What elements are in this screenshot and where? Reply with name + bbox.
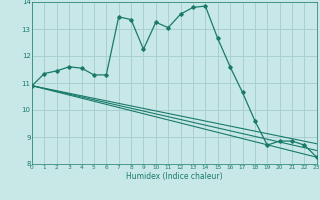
X-axis label: Humidex (Indice chaleur): Humidex (Indice chaleur)	[126, 172, 223, 181]
